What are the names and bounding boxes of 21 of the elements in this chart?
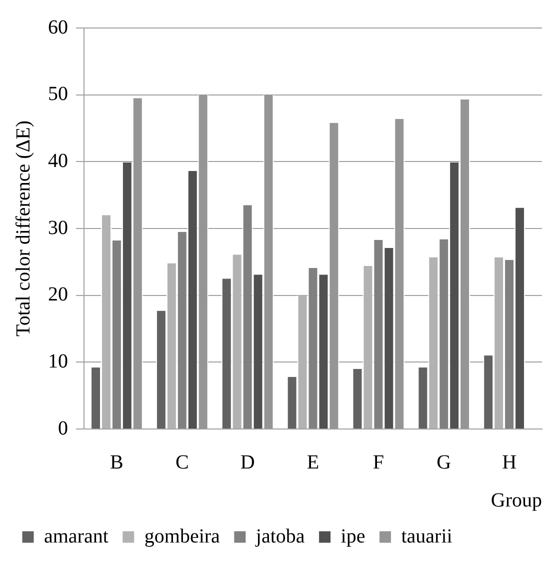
x-tick-label: D (240, 451, 255, 474)
x-tick-label: G (436, 451, 452, 474)
y-tick-label: 50 (48, 83, 68, 106)
y-tick-label: 60 (48, 16, 68, 38)
y-tick-label: 0 (58, 417, 68, 440)
legend-label: gombeira (144, 525, 220, 548)
legend-label: jatoba (254, 525, 305, 548)
y-tick-label: 20 (48, 284, 68, 306)
x-tick-label: C (175, 451, 189, 474)
x-tick-label: B (110, 451, 124, 474)
legend-label: ipe (340, 525, 366, 548)
x-axis-title: Group (490, 489, 542, 512)
y-tick-label: 10 (48, 350, 68, 372)
y-axis-title: Total color difference (ΔE) (12, 120, 34, 336)
x-tick-label: H (502, 451, 517, 474)
y-tick-label: 30 (48, 216, 68, 239)
x-tick-label: E (306, 451, 320, 474)
y-tick-label: 40 (48, 150, 68, 172)
legend-label: amarant (44, 525, 109, 548)
x-tick-label: F (372, 451, 384, 474)
legend-label: tauarii (401, 525, 453, 548)
